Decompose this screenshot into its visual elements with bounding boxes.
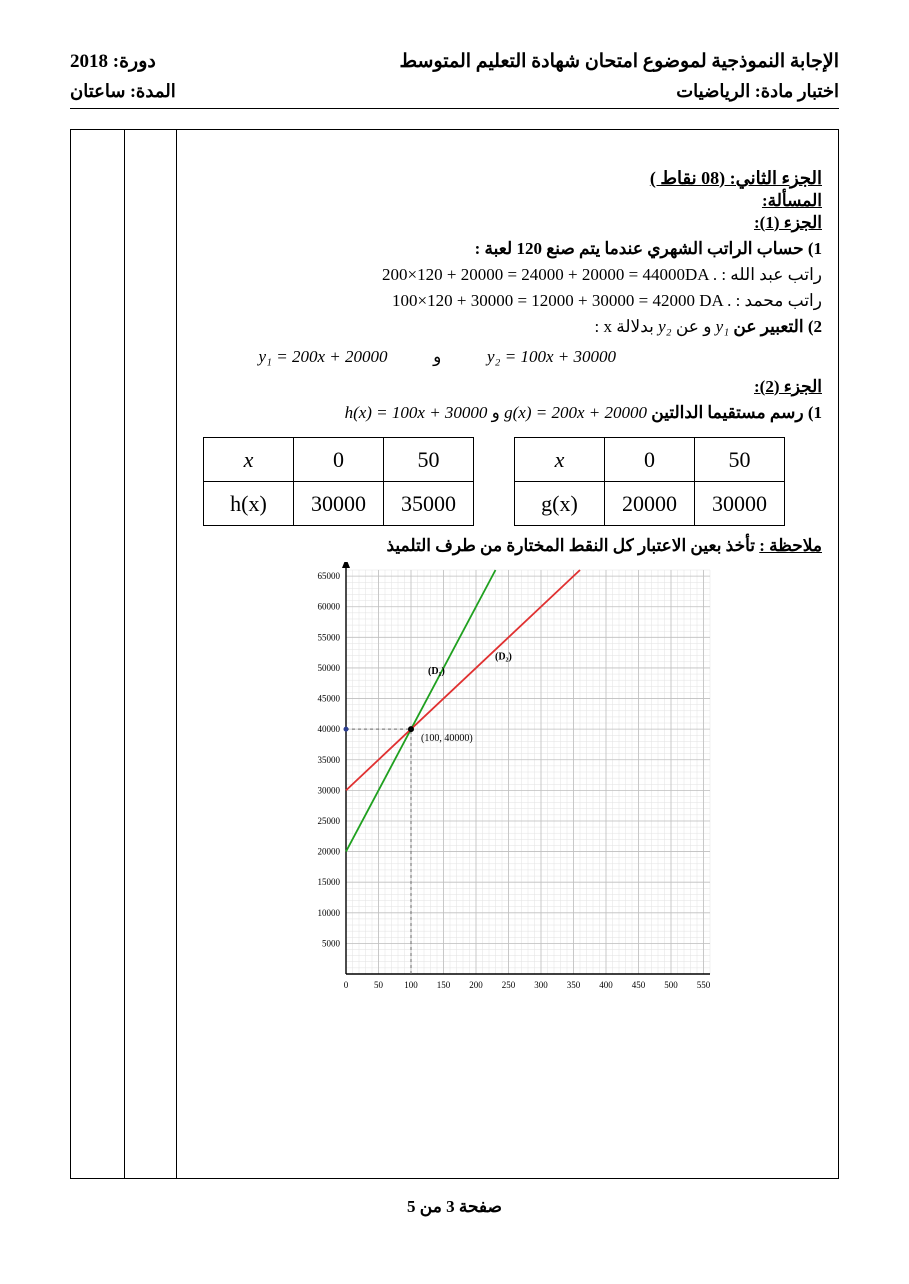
score-column-1 — [125, 130, 177, 1178]
calc-mohamed-prefix: راتب محمد : — [736, 291, 822, 310]
header-row-1: الإجابة النموذجية لموضوع امتحان شهادة ال… — [70, 50, 839, 73]
svg-text:400: 400 — [599, 980, 613, 990]
svg-text:60000: 60000 — [317, 602, 340, 612]
svg-text:10000: 10000 — [317, 908, 340, 918]
main-frame: الجزء الثاني: (08 نقاط ) المسألة: الجزء … — [70, 129, 839, 1179]
note: ملاحظة : تأخذ بعين الاعتبار كل النقط الم… — [193, 536, 822, 556]
table-h: x 0 50 h(x) 30000 35000 — [203, 437, 474, 526]
q1-label: 1) حساب الراتب الشهري عندما يتم صنع 120 … — [475, 239, 822, 258]
draw-g: g(x) = 200x + 20000 — [504, 403, 647, 423]
table-h-var: x — [204, 438, 294, 482]
svg-text:500: 500 — [664, 980, 678, 990]
table-row: x 0 50 — [515, 438, 785, 482]
section1-label: الجزء (1): — [193, 213, 822, 233]
svg-text:200: 200 — [469, 980, 483, 990]
table-h-fn: h(x) — [204, 482, 294, 526]
draw-h: h(x) = 100x + 30000 — [345, 403, 488, 423]
table-h-y0: 30000 — [294, 482, 384, 526]
page-footer: صفحة 3 من 5 — [70, 1197, 839, 1217]
table-g: x 0 50 g(x) 20000 30000 — [514, 437, 785, 526]
calc-mohamed: راتب محمد : 100×120 + 30000 = 12000 + 30… — [193, 291, 822, 311]
chart-wrap: 0 50 100 150 200 250 300 350 400 450 500 550 5000 100… — [193, 562, 822, 1007]
svg-text:45000: 45000 — [317, 694, 340, 704]
table-h-x1: 50 — [384, 438, 474, 482]
q2-text: 2) التعبير عن y₁ و عن y₂ بدلالة x : — [193, 317, 822, 337]
svg-text:20000: 20000 — [317, 847, 340, 857]
score-column-2 — [71, 130, 125, 1178]
svg-text:350: 350 — [566, 980, 580, 990]
table-row: g(x) 20000 30000 — [515, 482, 785, 526]
header: الإجابة النموذجية لموضوع امتحان شهادة ال… — [70, 50, 839, 109]
calc-abdullah: راتب عبد الله : 200×120 + 20000 = 24000 … — [193, 265, 822, 285]
q2-y2: y₂ — [658, 317, 671, 337]
table-g-x0: 0 — [605, 438, 695, 482]
calc-mohamed-math: 100×120 + 30000 = 12000 + 30000 = 42000 … — [392, 291, 731, 311]
part2-title: الجزء الثاني: (08 نقاط ) — [193, 168, 822, 189]
eq-y1: y₁ = 200x + 20000 — [259, 347, 388, 366]
q2-pre: 2) التعبير عن — [729, 317, 822, 336]
svg-text:150: 150 — [436, 980, 450, 990]
q2-y1: y₁ — [716, 317, 729, 337]
header-row-2: اختبار مادة: الرياضيات المدة: ساعتان — [70, 81, 839, 109]
svg-text:450: 450 — [631, 980, 645, 990]
problem-label: المسألة: — [193, 191, 822, 211]
svg-text:250: 250 — [501, 980, 515, 990]
svg-text:0: 0 — [343, 980, 348, 990]
calc-abdullah-prefix: راتب عبد الله : — [721, 265, 822, 284]
svg-text:25000: 25000 — [317, 816, 340, 826]
svg-text:(100, 40000): (100, 40000) — [421, 733, 473, 744]
svg-text:40000: 40000 — [317, 724, 340, 734]
eq-y2: y₂ = 100x + 30000 — [487, 347, 616, 366]
q1-text: 1) حساب الراتب الشهري عندما يتم صنع 120 … — [193, 239, 822, 259]
q2-mid: و عن — [672, 317, 716, 336]
equations-line: y₁ = 200x + 20000 و y₂ = 100x + 30000 — [233, 347, 822, 367]
note-text: تأخذ بعين الاعتبار كل النقط المختارة من … — [386, 536, 759, 555]
draw-line: 1) رسم مستقيما الدالتين g(x) = 200x + 20… — [193, 403, 822, 423]
svg-text:300: 300 — [534, 980, 548, 990]
header-subject: اختبار مادة: الرياضيات — [676, 81, 839, 102]
svg-text:50000: 50000 — [317, 663, 340, 673]
table-g-x1: 50 — [695, 438, 785, 482]
draw-and: و — [487, 403, 499, 422]
svg-text:15000: 15000 — [317, 877, 340, 887]
table-h-x0: 0 — [294, 438, 384, 482]
svg-text:5000: 5000 — [322, 938, 341, 948]
svg-text:55000: 55000 — [317, 632, 340, 642]
svg-text:30000: 30000 — [317, 785, 340, 795]
svg-text:35000: 35000 — [317, 755, 340, 765]
content-column: الجزء الثاني: (08 نقاط ) المسألة: الجزء … — [177, 130, 838, 1178]
svg-text:550: 550 — [696, 980, 710, 990]
svg-text:(D₂): (D₂) — [495, 652, 512, 663]
header-title: الإجابة النموذجية لموضوع امتحان شهادة ال… — [400, 50, 840, 73]
table-g-var: x — [515, 438, 605, 482]
svg-text:100: 100 — [404, 980, 418, 990]
table-row: x 0 50 — [204, 438, 474, 482]
section2-label: الجزء (2): — [193, 377, 822, 397]
draw-pre: 1) رسم مستقيما الدالتين — [647, 403, 822, 422]
table-g-fn: g(x) — [515, 482, 605, 526]
svg-text:(D₁): (D₁) — [428, 666, 445, 677]
header-duration: المدة: ساعتان — [70, 81, 176, 102]
calc-abdullah-math: 200×120 + 20000 = 24000 + 20000 = 44000D… — [382, 265, 717, 285]
tables-row: x 0 50 h(x) 30000 35000 x 0 50 — [193, 437, 822, 526]
table-g-y1: 30000 — [695, 482, 785, 526]
table-g-y0: 20000 — [605, 482, 695, 526]
svg-text:65000: 65000 — [317, 571, 340, 581]
table-row: h(x) 30000 35000 — [204, 482, 474, 526]
table-h-y1: 35000 — [384, 482, 474, 526]
page: الإجابة النموذجية لموضوع امتحان شهادة ال… — [0, 0, 909, 1284]
svg-text:50: 50 — [374, 980, 384, 990]
note-label: ملاحظة : — [759, 536, 822, 555]
q2-post: بدلالة x : — [595, 317, 659, 336]
header-session: دورة: 2018 — [70, 50, 156, 73]
eq-joiner: و — [417, 347, 457, 367]
line-chart: 0 50 100 150 200 250 300 350 400 450 500 550 5000 100… — [298, 562, 718, 1002]
